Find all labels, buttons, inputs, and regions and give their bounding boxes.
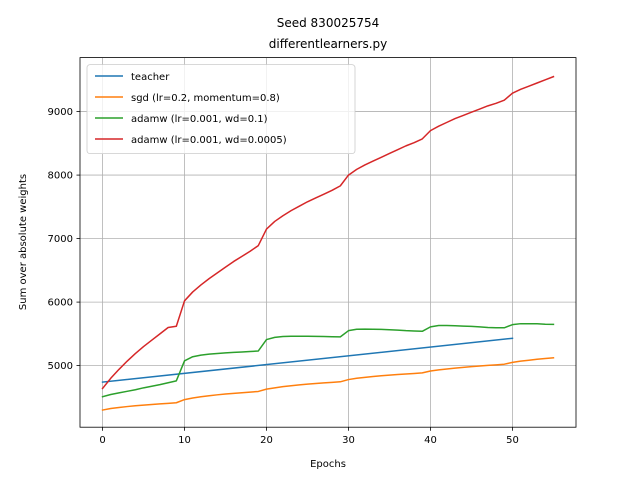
axis-ticks: 0 10 20 30 40 50 5000 6000 7000 8000 9000 — [48, 107, 519, 446]
x-tick-label: 40 — [424, 435, 437, 446]
series-line-teacher — [101, 337, 514, 383]
y-tick-label: 8000 — [48, 171, 73, 182]
x-tick-label: 10 — [178, 435, 191, 446]
x-tick-label: 0 — [99, 435, 105, 446]
series-line-adamw-lr-0-001-wd-0-0005 — [101, 75, 555, 390]
x-tick-label: 20 — [260, 435, 273, 446]
y-axis-label: Sum over absolute weights — [18, 174, 29, 310]
chart-title: Seed 830025754 — [277, 16, 380, 30]
chart-subtitle: differentlearners.py — [269, 37, 387, 51]
series-line-adamw-lr-0-001-wd-0-1 — [101, 322, 555, 398]
y-tick-label: 9000 — [48, 107, 73, 118]
y-tick-label: 7000 — [48, 234, 73, 245]
series-lines — [101, 75, 555, 411]
legend-label-teacher: teacher — [131, 72, 170, 83]
series-line-sgd-lr-0-2-momentum-0-8 — [101, 357, 555, 411]
plot-area-frame — [79, 57, 577, 428]
legend: teacher sgd (lr=0.2, momentum=0.8) adamw… — [86, 64, 356, 154]
legend-label-adamw-wd-0.1: adamw (lr=0.001, wd=0.1) — [131, 114, 268, 125]
x-tick-label: 50 — [506, 435, 519, 446]
legend-label-sgd: sgd (lr=0.2, momentum=0.8) — [131, 93, 280, 104]
y-tick-label: 5000 — [48, 361, 73, 372]
x-axis-label: Epochs — [310, 459, 346, 470]
legend-label-adamw-wd-0.0005: adamw (lr=0.001, wd=0.0005) — [131, 135, 287, 146]
legend-box — [86, 64, 356, 154]
y-tick-label: 6000 — [48, 298, 73, 309]
x-tick-label: 30 — [342, 435, 355, 446]
